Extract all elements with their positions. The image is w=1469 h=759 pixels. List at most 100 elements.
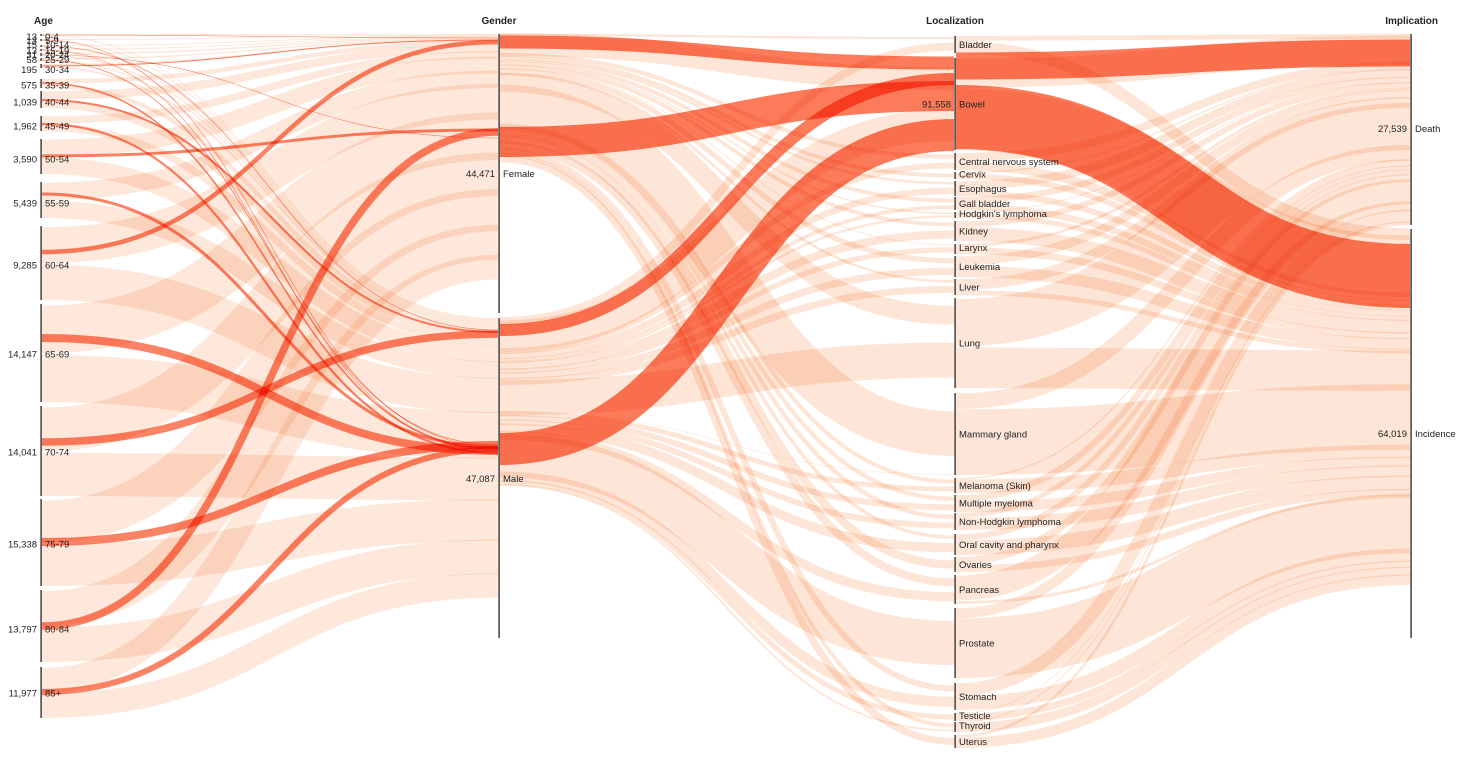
node-label-age: 5-9 <box>45 36 59 47</box>
column-header-age: Age <box>34 16 53 27</box>
flow-gender-localization <box>499 433 955 666</box>
flow-highlight-age-gender <box>41 59 499 446</box>
flow-localization-implication <box>955 165 1411 518</box>
flow-age-gender <box>41 152 499 452</box>
node-label-loc: Pancreas <box>959 585 999 596</box>
node-value-age: 58 <box>26 55 37 66</box>
node-value-gender: 47,087 <box>466 474 495 485</box>
node-bar-age <box>40 64 42 68</box>
flow-highlight-age-gender <box>41 34 499 39</box>
node-bar-age <box>40 667 42 718</box>
flow-age-gender <box>41 254 499 693</box>
node-bar-age <box>40 116 42 131</box>
node-label-loc: Ovaries <box>959 560 992 571</box>
flow-gender-localization <box>499 64 955 215</box>
node-value-age: 195 <box>21 65 37 76</box>
node-bar-loc <box>954 181 956 196</box>
flow-age-gender <box>41 34 499 41</box>
node-label-impl: Death <box>1415 124 1440 135</box>
flow-age-gender <box>41 112 499 354</box>
node-value-age: 3,590 <box>13 154 37 165</box>
flow-gender-localization <box>499 342 955 416</box>
node-bar-loc <box>954 244 956 254</box>
node-label-loc: Mammary gland <box>959 430 1027 441</box>
node-value-age: 13 <box>26 46 37 57</box>
node-label-loc: Central nervous system <box>959 157 1059 168</box>
flow-gender-localization <box>499 471 955 708</box>
flow-age-gender <box>41 40 499 84</box>
flow-gender-localization <box>499 147 955 692</box>
node-label-age: 80-84 <box>45 624 69 635</box>
flow-highlight-bowel-incidence <box>955 85 1411 308</box>
node-value-age: 13,797 <box>8 624 37 635</box>
node-value-age: 1,039 <box>13 97 37 108</box>
flow-highlight-age-gender <box>41 122 499 455</box>
node-bar-loc <box>954 36 956 53</box>
flow-localization-implication <box>955 169 1411 541</box>
node-label-loc: Liver <box>959 283 980 294</box>
flow-age-gender <box>41 36 499 51</box>
flow-localization-implication <box>955 68 1411 174</box>
flow-gender-localization <box>499 135 955 569</box>
node-value-loc: 91,558 <box>922 100 951 111</box>
node-bar-age <box>40 39 42 41</box>
flow-localization-implication <box>955 82 1411 227</box>
node-label-age: 30-34 <box>45 65 69 76</box>
flow-localization-implication <box>955 384 1411 475</box>
flow-gender-localization <box>499 152 955 728</box>
node-value-age: 11,977 <box>9 688 37 699</box>
node-label-loc: Melanoma (Skin) <box>959 481 1031 492</box>
node-label-loc: Leukemia <box>959 262 1001 273</box>
node-label-age: 45-49 <box>45 121 69 132</box>
node-bar-age <box>40 34 42 36</box>
node-bar-age <box>40 53 42 56</box>
node-bar-loc <box>954 221 956 241</box>
flow-age-gender <box>41 70 499 201</box>
node-value-age: 575 <box>21 80 37 91</box>
flow-localization-implication <box>955 33 1411 41</box>
node-bar-loc <box>954 722 956 732</box>
flow-highlight-age-gender <box>41 99 499 333</box>
node-layer: 0-4 13 5-9 13 10-14 15 15-19 13 20-24 31 25-29 58 30… <box>8 32 1456 748</box>
node-label-age: 50-54 <box>45 154 69 165</box>
node-value-age: 14,147 <box>8 349 37 360</box>
flow-gender-localization <box>499 65 955 227</box>
flow-localization-implication <box>955 76 1411 204</box>
node-value-impl: 27,539 <box>1378 124 1407 135</box>
flow-age-gender <box>41 224 499 627</box>
node-label-age: 70-74 <box>45 447 69 458</box>
flow-localization-implication <box>955 203 1411 317</box>
node-label-age: 60-64 <box>45 260 69 271</box>
node-bar-impl <box>1410 229 1412 638</box>
node-label-loc: Bladder <box>959 40 992 51</box>
node-label-loc: Testicle <box>959 711 991 722</box>
node-label-loc: Uterus <box>959 737 987 748</box>
node-bar-age <box>40 226 42 300</box>
node-label-age: 25-29 <box>45 55 69 66</box>
node-label-loc: Gall bladder <box>959 199 1010 210</box>
node-bar-loc <box>954 153 956 170</box>
node-value-age: 5,439 <box>13 198 37 209</box>
flow-age-gender <box>41 188 499 543</box>
node-value-age: 31 <box>26 50 37 61</box>
node-bar-age <box>40 499 42 586</box>
flow-age-gender <box>41 56 499 157</box>
node-label-age: 35-39 <box>45 80 69 91</box>
node-label-loc: Larynx <box>959 243 988 254</box>
node-label-loc: Stomach <box>959 692 997 703</box>
node-label-age: 15-19 <box>45 46 69 57</box>
node-label-impl: Incidence <box>1415 429 1456 440</box>
node-bar-loc <box>954 172 956 179</box>
node-bar-loc <box>954 608 956 678</box>
flow-localization-implication <box>955 159 1411 480</box>
node-bar-loc <box>954 513 956 530</box>
flow-age-gender <box>41 83 499 264</box>
flow-highlight-age-gender <box>41 54 499 139</box>
node-value-age: 14,041 <box>8 447 37 458</box>
flow-layer <box>41 33 1411 748</box>
node-bar-loc <box>954 534 956 555</box>
flow-localization-implication <box>955 69 1411 190</box>
flow-highlight-age-gender <box>41 192 499 449</box>
flow-highlight-female-bowel <box>499 73 955 336</box>
